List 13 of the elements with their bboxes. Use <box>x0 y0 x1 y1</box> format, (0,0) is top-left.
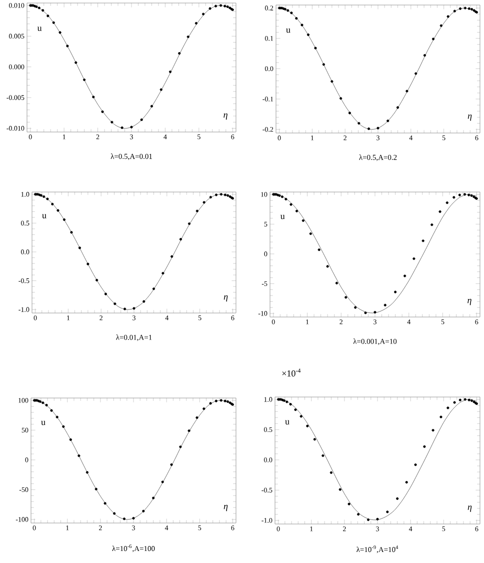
y-axis-title: u <box>280 214 285 220</box>
y-axis-title: u <box>286 28 290 33</box>
y-axis-title: u <box>285 420 290 425</box>
x-axis-title: η <box>224 295 228 302</box>
x-axis-title: η <box>468 298 472 306</box>
text: ×10$^{-4}$ <box>282 368 301 376</box>
x-axis-title: η <box>224 113 228 120</box>
x-axis-title: η <box>468 506 472 512</box>
x-axis-title: η <box>224 504 228 512</box>
y-axis-title: u <box>37 26 42 31</box>
y-axis-title: u <box>41 420 46 426</box>
x-axis-title: η <box>468 114 472 121</box>
y-axis-title: u <box>42 214 46 218</box>
